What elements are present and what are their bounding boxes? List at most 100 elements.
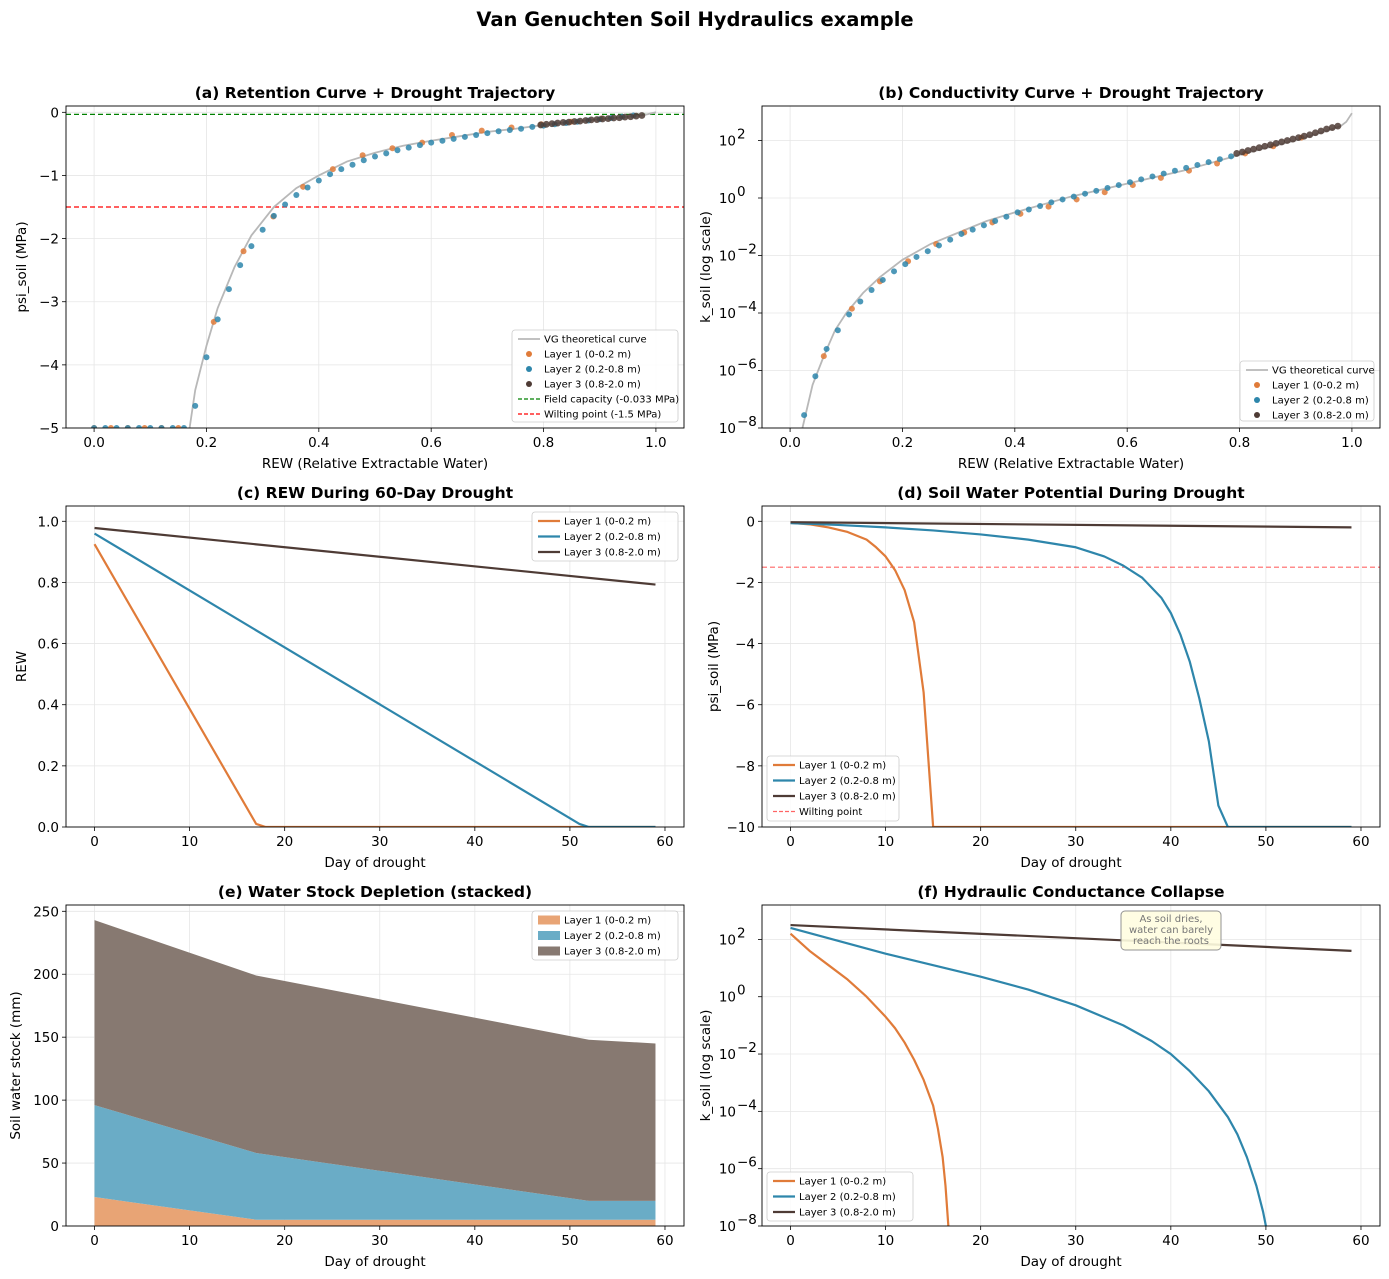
scatter-point — [270, 212, 277, 219]
x-tick-label: 40 — [1162, 1233, 1179, 1249]
scatter-point — [315, 177, 322, 184]
legend-swatch — [1254, 397, 1260, 403]
scatter-point — [107, 425, 114, 428]
y-tick-label: 100 — [33, 1093, 59, 1109]
scatter-point — [1250, 145, 1257, 153]
y-tick-label: 10 — [719, 306, 736, 322]
scatter-point — [1126, 179, 1133, 186]
x-tick-label: 40 — [1162, 834, 1179, 850]
y-tick-label: 0 — [50, 1219, 59, 1235]
x-tick-label: 10 — [877, 1233, 894, 1249]
y-tick-label: −1 — [39, 168, 59, 184]
scatter-point — [820, 353, 827, 360]
x-tick-label: 30 — [371, 1233, 388, 1249]
x-tick-label: 60 — [1352, 1233, 1369, 1249]
panel-b-title: (b) Conductivity Curve + Drought Traject… — [878, 84, 1263, 102]
scatter-point — [394, 147, 401, 154]
scatter-point — [1278, 138, 1286, 146]
legend-swatch — [1254, 412, 1260, 418]
scatter-point — [473, 132, 480, 139]
scatter-point — [559, 119, 567, 126]
y-tick-label: 150 — [33, 1030, 59, 1046]
panel-c-title: (c) REW During 60-Day Drought — [237, 484, 514, 502]
scatter-point — [1082, 190, 1089, 197]
scatter-point — [902, 261, 909, 268]
scatter-point — [1059, 196, 1066, 203]
x-tick-label: 60 — [656, 834, 673, 850]
scatter-point — [327, 171, 334, 178]
scatter-point — [857, 298, 864, 305]
scatter-point — [529, 123, 536, 130]
panel-f-xlabel: Day of drought — [1020, 1254, 1121, 1270]
scatter-point — [461, 133, 468, 140]
scatter-point — [1014, 209, 1021, 216]
scatter-point — [175, 425, 182, 428]
scatter-point — [1334, 122, 1342, 130]
area-layer-3-0-8-2-0-m — [94, 920, 656, 1201]
scatter-point — [237, 262, 244, 269]
x-tick-label: 10 — [877, 834, 894, 850]
scatter-point — [478, 127, 485, 134]
panel-a-ylabel: psi_soil (MPa) — [14, 221, 30, 312]
y-tick-label: 0 — [746, 514, 755, 530]
x-tick-label: 60 — [1352, 834, 1369, 850]
scatter-point — [823, 345, 830, 352]
y-tick-label: 10 — [719, 1104, 736, 1120]
scatter-point — [935, 242, 942, 249]
legend-label: Layer 2 (0.2-0.8 m) — [1272, 396, 1369, 407]
panel-f-ylabel: k_soil (log scale) — [698, 1010, 714, 1122]
y-tick-label: 10 — [719, 249, 736, 265]
x-tick-label: 30 — [1067, 834, 1084, 850]
scatter-point — [450, 135, 457, 142]
scatter-point — [1328, 124, 1336, 131]
scatter-point — [1104, 184, 1111, 191]
scatter-layer-2-0-2-0-8-m — [801, 153, 1235, 419]
scatter-point — [812, 373, 819, 380]
scatter-point — [992, 218, 999, 224]
panel-c-plot-area — [93, 526, 656, 827]
y-tick-label: 0.0 — [38, 820, 59, 836]
y-tick-label: −8 — [735, 759, 755, 775]
legend-swatch — [538, 946, 560, 956]
panel-d-plot-area — [762, 521, 1380, 827]
scatter-point — [248, 243, 255, 250]
x-tick-label: 1.0 — [645, 435, 666, 451]
x-tick-label: 10 — [181, 834, 198, 850]
legend-frame — [766, 755, 900, 822]
scatter-point — [300, 183, 307, 190]
scatter-point — [1283, 137, 1291, 144]
scatter-point — [1311, 129, 1319, 137]
scatter-point — [180, 425, 187, 428]
y-tick-exponent: −4 — [737, 1097, 757, 1113]
scatter-point — [1267, 141, 1274, 149]
scatter-point — [582, 117, 590, 124]
scatter-point — [627, 113, 635, 121]
y-tick-label: −6 — [735, 698, 755, 714]
scatter-point — [102, 425, 109, 428]
scatter-point — [1025, 206, 1032, 213]
panel-e-legend: Layer 1 (0-0.2 m) Layer 2 (0.2-0.8 m) Laye… — [531, 910, 679, 961]
scatter-point — [1228, 153, 1235, 160]
legend-label: VG theoretical curve — [1272, 366, 1375, 377]
y-tick-exponent: −8 — [737, 414, 757, 430]
scatter-point — [141, 425, 148, 428]
panel-c: (c) REW During 60-Day Drought 0 10 20 30 40 50… — [14, 484, 685, 871]
line-layer-2-0-2-0-8-m — [93, 532, 656, 827]
legend-label: Layer 3 (0.8-2.0 m) — [1272, 411, 1369, 422]
x-tick-label: 0.2 — [196, 435, 217, 451]
line-layer-1-0-0-2-m — [790, 521, 1352, 827]
scatter-point — [338, 166, 345, 173]
legend-label: Layer 1 (0-0.2 m) — [799, 761, 886, 772]
scatter-point — [615, 114, 623, 122]
scatter-point — [389, 145, 396, 152]
scatter-point — [638, 112, 646, 119]
y-tick-exponent: −6 — [737, 357, 757, 373]
scatter-point — [136, 425, 143, 428]
panel-e-ylabel: Soil water stock (mm) — [8, 991, 24, 1139]
y-tick-label: 0.2 — [38, 759, 59, 775]
scatter-point — [1323, 125, 1331, 133]
x-tick-label: 50 — [561, 834, 578, 850]
panel-d-frame — [761, 505, 1381, 828]
x-tick-label: 0.0 — [83, 435, 104, 451]
